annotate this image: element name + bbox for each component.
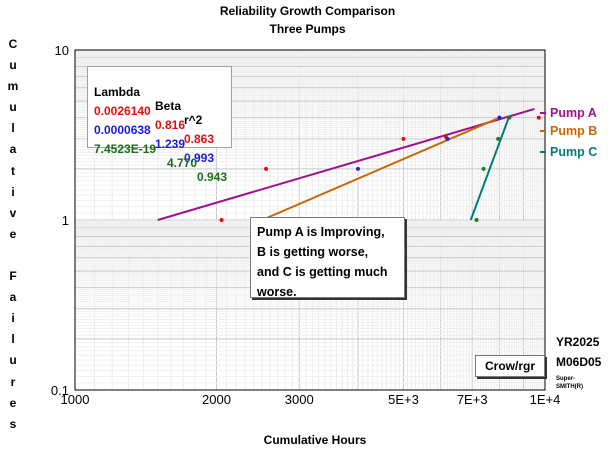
legend-pump-c-label: Pump C xyxy=(550,145,598,159)
data-point-pump-a xyxy=(264,166,269,171)
chart-title: Reliability Growth Comparison xyxy=(219,4,396,18)
y-axis-label: C u m u l a t i v e F a i l u r e s xyxy=(7,37,19,431)
data-point-pump-a xyxy=(401,136,406,141)
y-tick-label: 1 xyxy=(62,213,69,228)
plot-frame xyxy=(74,49,546,391)
legend-pump-b: Pump B xyxy=(550,124,597,138)
stats-header-r2: r^2 xyxy=(184,113,203,127)
y-tick-label: 0.1 xyxy=(51,383,69,398)
stats-r2-a: 0.863 xyxy=(184,132,215,146)
legend-pump-a-label: Pump A xyxy=(550,106,597,120)
x-axis-label: Cumulative Hours xyxy=(263,433,367,447)
legend-pump-b-label: Pump B xyxy=(550,124,598,138)
annotation-box: Pump A is Improving, B is getting worse,… xyxy=(250,217,405,299)
annotation-line-3: and C is getting much xyxy=(257,265,388,279)
stats-row-c: 7.4523E-19 4.770 0.943 xyxy=(94,128,227,198)
fit-lines xyxy=(157,107,535,221)
stats-row-b: 0.0000638 1.239 0.993 xyxy=(94,109,214,179)
stats-lambda-a: 0.0026140 xyxy=(94,104,151,118)
date-month-day: M06D05 xyxy=(556,355,602,369)
x-tick-label: 3000 xyxy=(285,392,314,407)
chart-subtitle: Three Pumps xyxy=(269,22,346,36)
x-tick-label: 5E+3 xyxy=(388,392,419,407)
annotation-line-2: B is getting worse, xyxy=(257,245,369,259)
data-point-pump-c xyxy=(507,115,512,120)
stats-beta-a: 0.816 xyxy=(155,118,186,132)
stats-row-a: 0.0026140 0.816 0.863 xyxy=(94,90,214,160)
data-point-pump-b xyxy=(355,166,360,171)
x-tick-label: 2000 xyxy=(202,392,231,407)
stats-r2-c: 0.943 xyxy=(197,170,228,184)
stats-r2-b: 0.993 xyxy=(184,151,215,165)
data-point-pump-c xyxy=(496,136,501,141)
legend-marks xyxy=(540,112,546,153)
tick-labels: 1000 2000 3000 5E+3 7E+3 1E+4 0.1 1 10 xyxy=(51,43,560,407)
legend-pump-c: Pump C xyxy=(550,145,597,159)
annotation-line-1: Pump A is Improving, xyxy=(257,225,385,239)
x-tick-label: 1000 xyxy=(61,392,90,407)
stats-table: Lambda Beta r^2 0.0026140 0.816 0.863 0.… xyxy=(87,66,232,184)
stats-lambda-b: 0.0000638 xyxy=(94,123,151,137)
data-point-pump-b xyxy=(497,115,502,120)
stats-beta-c: 4.770 xyxy=(167,156,198,170)
method-box: Crow/rgr xyxy=(475,355,545,377)
fit-line-pump-c xyxy=(469,115,511,221)
stats-header: Lambda Beta r^2 xyxy=(94,71,202,141)
data-point-pump-c xyxy=(481,166,486,171)
software-credit: Super- SMITH(R) xyxy=(556,375,583,391)
y-tick-label: 10 xyxy=(55,43,69,58)
data-point-pump-b xyxy=(445,136,450,141)
stats-beta-b: 1.239 xyxy=(155,137,186,151)
stats-header-beta: Beta xyxy=(155,99,182,113)
data-point-pump-a xyxy=(219,218,224,222)
stats-lambda-c: 7.4523E-19 xyxy=(94,142,157,156)
data-points xyxy=(219,115,541,222)
x-tick-label: 7E+3 xyxy=(457,392,488,407)
data-point-pump-c xyxy=(474,218,479,222)
stats-header-lambda: Lambda xyxy=(94,85,141,99)
fit-line-pump-a xyxy=(157,107,535,221)
fit-line-pump-b xyxy=(261,116,500,221)
data-point-pump-a xyxy=(536,115,541,120)
legend-pump-a: Pump A xyxy=(550,106,597,120)
software-credit-line1: Super- xyxy=(556,376,576,382)
software-credit-line2: SMITH(R) xyxy=(556,384,583,390)
annotation-line-4: worse. xyxy=(257,285,297,299)
date-year: YR2025 xyxy=(556,335,600,349)
x-tick-label: 1E+4 xyxy=(530,392,561,407)
